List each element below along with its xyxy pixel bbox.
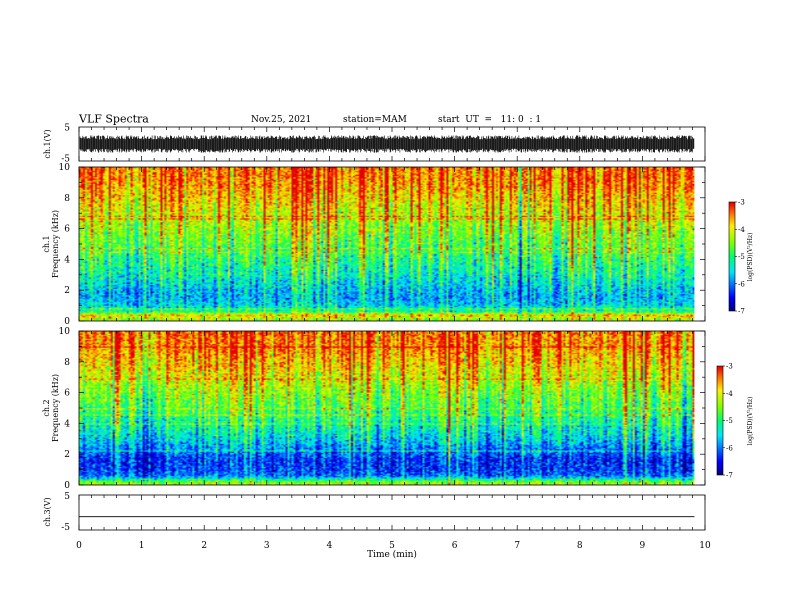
time-tick-label: 6: [452, 541, 458, 551]
colorbar-tick-label: -5: [726, 417, 733, 425]
ch1-colorbar: -3 -4 -5 -6 -7 log(PSD)(V²/Hz): [728, 199, 754, 316]
colorbar-tick-label: -7: [738, 308, 745, 316]
time-tick-label: 8: [577, 541, 583, 551]
time-tick-label: 7: [514, 541, 520, 551]
frequency-tick-label: 0: [64, 317, 70, 327]
frequency-tick-label: 8: [64, 358, 70, 368]
ch2-spectrogram-channel-label: ch.2: [42, 399, 51, 416]
header-date: Nov.25, 2021: [251, 115, 311, 125]
ch3-waveform-ylabel: ch.3(V): [43, 497, 52, 526]
time-tick-label: 2: [201, 541, 207, 551]
colorbar-tick-label: -6: [738, 280, 745, 288]
frequency-tick-label: 0: [64, 481, 70, 491]
ch1-waveform-path: [79, 135, 695, 153]
figure-title: VLF Spectra: [78, 113, 149, 126]
ch1-spectrogram-heatmap: [79, 167, 695, 321]
frequency-tick-label: 4: [64, 419, 70, 429]
time-tick-label: 0: [76, 541, 82, 551]
colorbar-tick-label: -4: [738, 226, 745, 234]
ch1-waveform-panel: 5 -5 ch.1(V): [43, 124, 706, 165]
frequency-tick-label: 6: [64, 225, 70, 235]
frequency-tick-label: 10: [59, 327, 71, 337]
colorbar-tick-label: -7: [726, 472, 733, 480]
header-station: station=MAM: [343, 115, 407, 125]
header-start-time: start UT = 11: 0 : 1: [438, 115, 541, 125]
ch1-spectrogram-panel: 0 2 4 6 8 10 ch.1 Frequency (kHz): [42, 163, 706, 327]
frequency-tick-label: 2: [64, 450, 70, 460]
frequency-tick-label: 6: [64, 389, 70, 399]
ch2-frequency-ticks: 0 2 4 6 8 10: [59, 327, 705, 491]
ch1-waveform-ylabel: ch.1(V): [43, 129, 52, 158]
ch1-waveform-trace: [79, 135, 695, 153]
ch2-colorbar: -3 -4 -5 -6 -7 log(PSD)(V²/Hz): [716, 363, 754, 480]
ch3-ytick-bottom: -5: [61, 523, 70, 533]
ch1-frequency-axis-label: Frequency (kHz): [51, 210, 60, 278]
time-tick-label: 3: [264, 541, 270, 551]
ch1-colorbar-label: log(PSD)(V²/Hz): [747, 233, 754, 282]
ch1-colorbar-gradient: [729, 202, 735, 311]
ch2-spectrogram-panel: 0 2 4 6 8 10 ch.2 Frequency (kHz): [42, 327, 706, 491]
time-tick-label: 10: [699, 541, 711, 551]
ch1-colorbar-ticks: -3 -4 -5 -6 -7: [735, 199, 745, 316]
ch2-colorbar-gradient: [717, 366, 723, 475]
frequency-tick-label: 4: [64, 255, 70, 265]
ch2-spectrogram-heatmap: [79, 331, 695, 485]
ch3-ytick-top: 5: [64, 492, 70, 502]
colorbar-tick-label: -5: [738, 253, 745, 261]
frequency-tick-label: 2: [64, 286, 70, 296]
ch2-colorbar-label: log(PSD)(V²/Hz): [747, 397, 754, 446]
ch2-colorbar-ticks: -3 -4 -5 -6 -7: [723, 363, 733, 480]
time-axis-ticks: 0 1 2 3 4 5 6 7 8 9 10: [76, 127, 711, 551]
time-tick-label: 5: [389, 541, 395, 551]
ch1-spectrogram-channel-label: ch.1: [42, 235, 51, 252]
ch1-ytick-top: 5: [64, 124, 70, 134]
ch3-waveform-panel: 5 -5 ch.3(V): [43, 492, 706, 533]
colorbar-tick-label: -6: [726, 444, 733, 452]
ch3-waveform-frame: [78, 494, 706, 531]
time-tick-label: 9: [640, 541, 646, 551]
colorbar-tick-label: -3: [738, 199, 745, 207]
frequency-tick-label: 10: [59, 163, 71, 173]
colorbar-tick-label: -3: [726, 363, 733, 371]
ch1-ytick-bottom: -5: [61, 155, 70, 165]
time-tick-label: 1: [139, 541, 145, 551]
ch1-frequency-ticks: 0 2 4 6 8 10: [59, 163, 705, 327]
frequency-tick-label: 8: [64, 194, 70, 204]
ch2-frequency-axis-label: Frequency (kHz): [51, 374, 60, 442]
time-tick-label: 4: [327, 541, 333, 551]
time-axis-label: Time (min): [367, 549, 417, 560]
colorbar-tick-label: -4: [726, 390, 733, 398]
